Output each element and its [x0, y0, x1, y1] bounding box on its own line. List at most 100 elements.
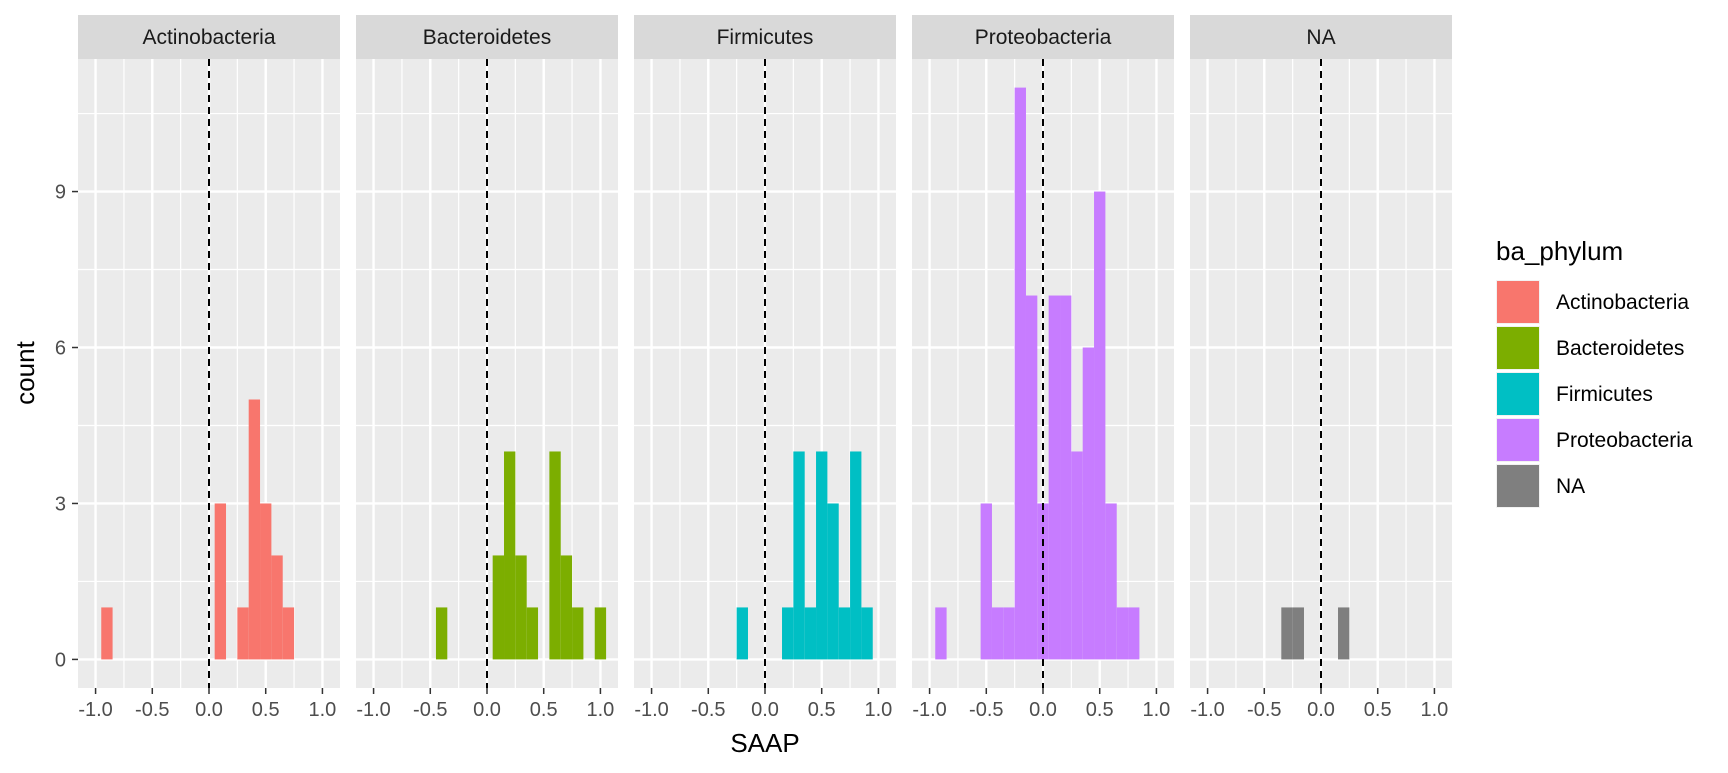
histogram-bar [1281, 607, 1293, 660]
legend-entry: Bacteroidetes [1496, 326, 1684, 370]
x-axis-title: SAAP [730, 728, 799, 758]
histogram-bar [492, 555, 505, 660]
histogram-bar [1338, 607, 1350, 660]
facet-panel-na: NA -1.0 -0.5 0.0 0.5 1.0 [1190, 15, 1452, 721]
legend-entry: Firmicutes [1496, 372, 1653, 416]
histogram-bar [1048, 295, 1061, 660]
histogram-bar [248, 399, 261, 660]
y-tick-label: 3 [55, 493, 66, 515]
histogram-bar [214, 503, 227, 660]
x-tick-label: 0.0 [473, 699, 501, 721]
histogram-bar [1116, 607, 1129, 660]
y-axis-title: count [10, 340, 40, 404]
x-tick-label: 0.5 [530, 699, 558, 721]
legend-entry: Actinobacteria [1496, 280, 1689, 324]
legend: ba_phylum Actinobacteria Bacteroidetes Fir… [1496, 236, 1693, 508]
histogram-bar [101, 607, 113, 660]
histogram-bar [560, 555, 573, 660]
histogram-bar [782, 607, 794, 660]
x-tick-label: 0.5 [1364, 699, 1392, 721]
legend-swatch [1497, 465, 1539, 507]
legend-swatch [1497, 327, 1539, 369]
legend-label: Actinobacteria [1556, 291, 1689, 314]
histogram-bar [1128, 607, 1140, 660]
legend-swatch [1497, 281, 1539, 323]
x-tick-label: 1.0 [1421, 699, 1449, 721]
x-tick-label: -1.0 [912, 699, 946, 721]
histogram-bar [793, 451, 805, 660]
x-tick-label: 0.5 [252, 699, 280, 721]
histogram-bar [935, 607, 947, 660]
histogram-bar [237, 607, 249, 660]
histogram-bar [1082, 347, 1095, 660]
histogram-bar [549, 451, 561, 660]
histogram-bar [1071, 451, 1083, 660]
histogram-bar [594, 607, 607, 660]
histogram-bar [980, 503, 992, 660]
facet-strip-label: NA [1306, 26, 1335, 49]
facet-strip [634, 15, 896, 59]
x-tick-label: 1.0 [587, 699, 615, 721]
histogram-bar [271, 555, 283, 660]
histogram-bar [282, 607, 295, 660]
legend-title: ba_phylum [1496, 236, 1623, 266]
legend-entry: Proteobacteria [1496, 418, 1693, 462]
facet-strip [912, 15, 1174, 59]
facet-panel-firmicutes: Firmicutes -1.0 -0.5 0.0 0.5 1.0 [634, 15, 896, 721]
x-tick-label: -0.5 [691, 699, 725, 721]
facet-strip [78, 15, 340, 59]
histogram-bar [260, 503, 272, 660]
x-tick-label: -1.0 [356, 699, 390, 721]
histogram-bar [1105, 503, 1117, 660]
facet-panel-actinobacteria: Actinobacteria -1.0 -0.5 0.0 0.5 1.0 [78, 15, 340, 721]
legend-label: Bacteroidetes [1556, 337, 1684, 360]
x-tick-label: 1.0 [1143, 699, 1171, 721]
x-tick-label: 0.0 [751, 699, 779, 721]
histogram-bar [850, 451, 862, 660]
facet-strip-label: Proteobacteria [975, 26, 1112, 49]
histogram-bar [1292, 607, 1304, 660]
x-tick-label: 1.0 [865, 699, 893, 721]
legend-entry: NA [1496, 464, 1585, 508]
histogram-bar [1094, 191, 1106, 660]
histogram-bar [515, 555, 527, 660]
legend-label: Proteobacteria [1556, 429, 1693, 452]
facet-strip [356, 15, 618, 59]
legend-swatch [1497, 373, 1539, 415]
x-tick-label: 0.5 [1086, 699, 1114, 721]
x-tick-label: -1.0 [78, 699, 112, 721]
y-tick-label: 0 [55, 649, 66, 671]
x-tick-label: -0.5 [1247, 699, 1281, 721]
histogram-bar [816, 451, 828, 660]
x-tick-label: 0.0 [1307, 699, 1335, 721]
legend-swatch [1497, 419, 1539, 461]
legend-label: NA [1556, 475, 1585, 498]
facet-strip-label: Firmicutes [717, 26, 814, 49]
y-tick-label: 6 [55, 338, 66, 360]
x-tick-label: -0.5 [969, 699, 1003, 721]
x-tick-label: -0.5 [413, 699, 447, 721]
histogram-bar [504, 451, 516, 660]
x-tick-label: 0.0 [195, 699, 223, 721]
y-axis: 0 3 6 9 [55, 182, 78, 671]
x-tick-label: 0.0 [1029, 699, 1057, 721]
facet-strip-label: Bacteroidetes [423, 26, 551, 49]
histogram-bar [1025, 295, 1038, 660]
x-tick-label: 0.5 [808, 699, 836, 721]
histogram-bar [526, 607, 539, 660]
histogram-bar [1060, 295, 1072, 660]
x-tick-label: -1.0 [634, 699, 668, 721]
histogram-bar [1014, 87, 1026, 660]
histogram-bar [435, 607, 448, 660]
x-tick-label: -1.0 [1190, 699, 1224, 721]
histogram-bar [861, 607, 873, 660]
facet-panel-bacteroidetes: Bacteroidetes -1.0 -0.5 0.0 0.5 1.0 [356, 15, 618, 721]
histogram-bar [827, 503, 839, 660]
histogram-bar [1003, 607, 1015, 660]
histogram-bar [991, 607, 1004, 660]
y-tick-label: 9 [55, 182, 66, 204]
histogram-bar [804, 607, 817, 660]
facet-strip [1190, 15, 1452, 59]
